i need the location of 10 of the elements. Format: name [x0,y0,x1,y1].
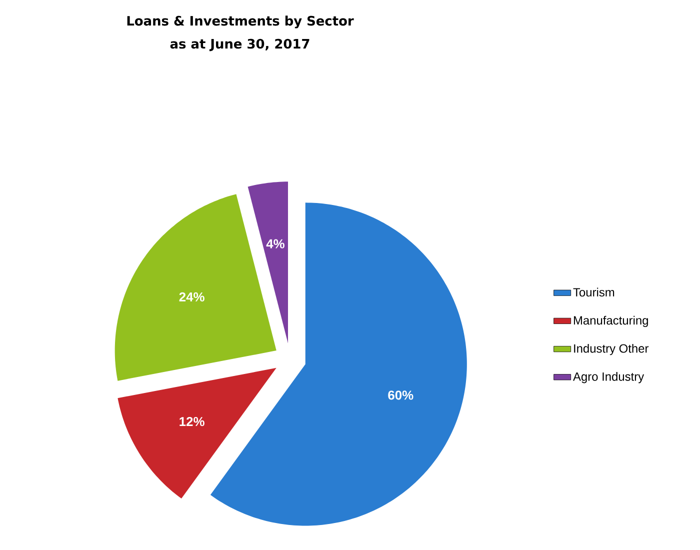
legend-label: Agro Industry [573,372,644,384]
legend-label: Manufacturing [574,316,648,328]
chart-subtitle: as at June 30, 2017 [170,38,310,52]
chart-title: Loans & Investments by Sector [127,16,354,28]
data-label: 60% [388,390,414,400]
data-label: 12% [180,416,204,426]
legend-label: Tourism [573,288,614,297]
data-label: 24% [179,292,204,302]
data-label: 4% [266,239,284,248]
legend-label: Industry Other [574,344,649,356]
